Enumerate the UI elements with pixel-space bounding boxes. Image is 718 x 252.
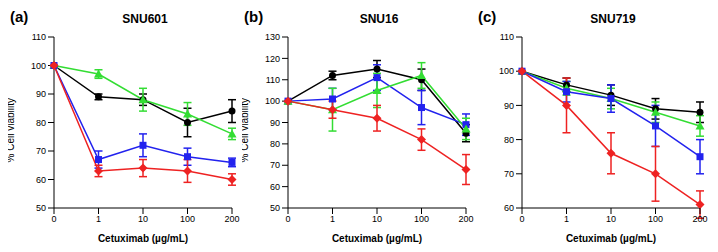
svg-text:90: 90 (36, 89, 46, 99)
svg-text:120: 120 (265, 54, 280, 64)
svg-text:10: 10 (372, 214, 382, 224)
svg-text:1: 1 (330, 214, 335, 224)
html-text:SNU601: SNU601 (122, 12, 168, 26)
html-text:SNU16: SNU16 (359, 12, 399, 26)
svg-text:80: 80 (504, 135, 514, 145)
svg-text:60: 60 (270, 182, 280, 192)
svg-text:130: 130 (265, 32, 280, 42)
svg-text:Cetuximab (µg/mL): Cetuximab (µg/mL) (332, 233, 422, 244)
svg-text:100: 100 (499, 66, 514, 76)
svg-text:% Cell viability: % Cell viability (8, 98, 16, 162)
svg-text:1: 1 (564, 214, 569, 224)
svg-text:50: 50 (270, 203, 280, 213)
svg-text:10: 10 (606, 214, 616, 224)
svg-text:Cetuximab (µg/mL): Cetuximab (µg/mL) (566, 233, 656, 244)
svg-text:70: 70 (270, 160, 280, 170)
svg-text:100: 100 (265, 96, 280, 106)
svg-text:110: 110 (500, 32, 514, 42)
svg-text:100: 100 (414, 214, 429, 224)
svg-text:200: 200 (692, 214, 707, 224)
svg-text:90: 90 (270, 118, 280, 128)
html-text:(c): (c) (478, 8, 497, 25)
svg-text:60: 60 (36, 175, 46, 185)
svg-text:Cetuximab (µg/mL): Cetuximab (µg/mL) (98, 233, 188, 244)
svg-text:100: 100 (648, 214, 663, 224)
svg-text:60: 60 (504, 203, 514, 213)
svg-text:80: 80 (270, 139, 280, 149)
svg-text:0: 0 (519, 214, 524, 224)
svg-text:1: 1 (96, 214, 101, 224)
svg-text:70: 70 (36, 146, 46, 156)
svg-text:10: 10 (138, 214, 148, 224)
svg-text:% Cell viability: % Cell viability (242, 98, 250, 162)
svg-text:90: 90 (504, 101, 514, 111)
html-text:(a): (a) (10, 8, 29, 25)
svg-text:70: 70 (504, 169, 514, 179)
svg-text:200: 200 (458, 214, 473, 224)
svg-text:200: 200 (224, 214, 239, 224)
svg-text:110: 110 (266, 75, 280, 85)
html-text:SNU719: SNU719 (590, 12, 636, 26)
svg-text:110: 110 (32, 32, 46, 42)
svg-text:0: 0 (285, 214, 290, 224)
svg-text:100: 100 (180, 214, 195, 224)
svg-text:80: 80 (36, 118, 46, 128)
svg-text:0: 0 (51, 214, 56, 224)
html-text:(b): (b) (244, 8, 264, 25)
svg-text:100: 100 (31, 61, 46, 71)
svg-text:50: 50 (36, 203, 46, 213)
